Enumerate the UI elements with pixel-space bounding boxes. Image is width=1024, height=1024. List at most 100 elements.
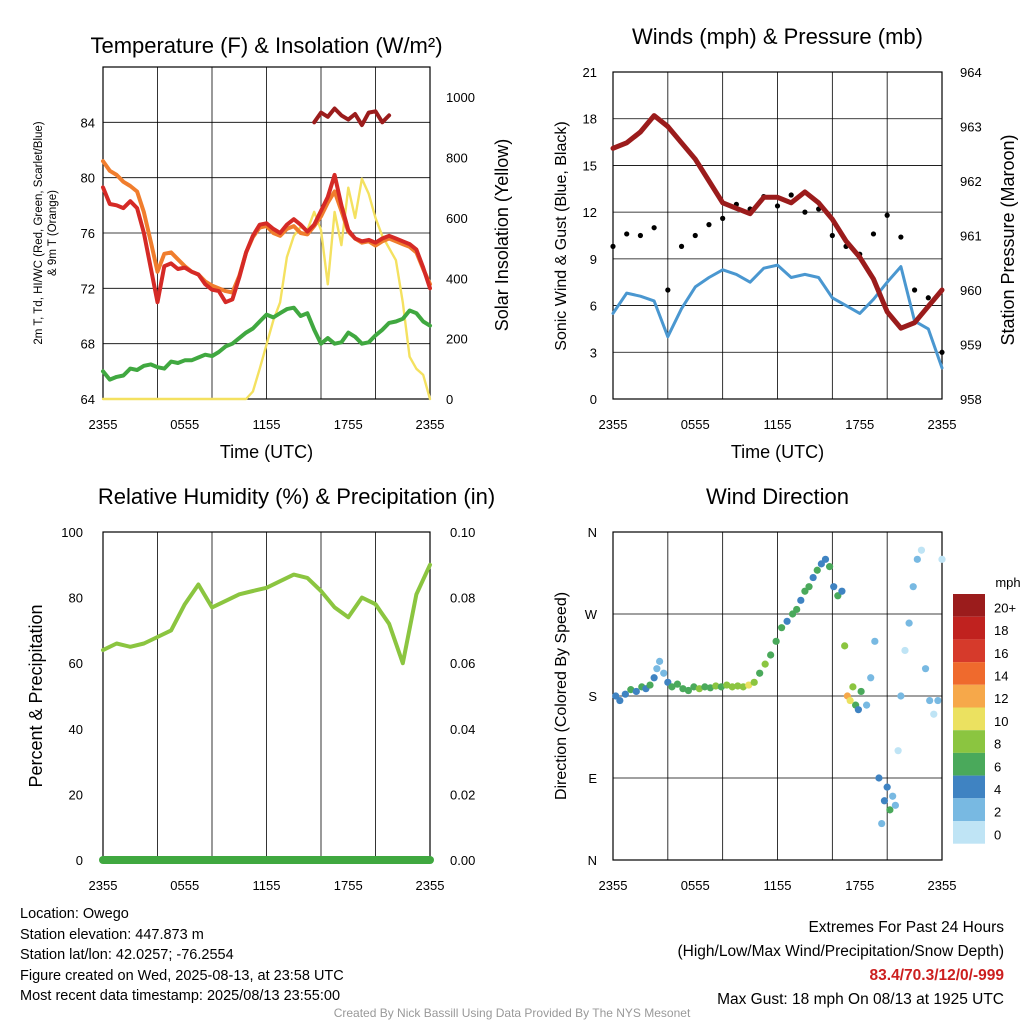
y-tick-label: 84 (81, 115, 95, 130)
series-line-td (101, 305, 432, 382)
panel-2 (610, 71, 945, 400)
y2-tick-label: 961 (960, 229, 982, 244)
direction-point (825, 563, 834, 571)
y-tick-label: 6 (590, 299, 597, 314)
direction-point (684, 686, 692, 695)
direction-point (653, 665, 661, 673)
chart-title: Winds (mph) & Pressure (mb) (632, 24, 923, 49)
gust-point (637, 232, 644, 239)
gust-point (829, 232, 835, 239)
x-tick-label: 2355 (416, 878, 445, 893)
credit-line: Created By Nick Bassill Using Data Provi… (333, 1006, 691, 1020)
direction-point (917, 546, 926, 554)
gust-point (870, 231, 877, 237)
panel-1 (101, 66, 432, 401)
y2-tick-label: 0.06 (450, 656, 475, 671)
x-tick-label: 2355 (89, 878, 118, 893)
y2-axis-label: Solar Insolation (Yellow) (492, 139, 512, 331)
x-axis-label: Time (UTC) (220, 442, 313, 462)
direction-point (650, 674, 658, 682)
colorbar-swatch (953, 662, 985, 685)
direction-point (701, 683, 709, 691)
gust-point (911, 287, 918, 293)
direction-point (767, 651, 775, 659)
y2-tick-label: 964 (960, 65, 982, 80)
direction-point (813, 566, 821, 574)
chart-title: Relative Humidity (%) & Precipitation (i… (98, 484, 495, 509)
direction-point (871, 637, 879, 645)
colorbar-label: 18 (994, 623, 1008, 638)
direction-point (679, 685, 687, 693)
max-gust: Max Gust: 18 mph On 08/13 at 1925 UTC (717, 991, 1004, 1008)
gust-point (610, 243, 616, 249)
colorbar-swatch (953, 798, 985, 821)
extremes-title: Extremes For Past 24 Hours (808, 919, 1004, 936)
x-tick-label: 2355 (416, 417, 445, 432)
direction-point (690, 683, 698, 691)
colorbar-label: 0 (994, 827, 1001, 842)
colorbar-label: 16 (994, 646, 1008, 661)
gust-point (925, 295, 931, 301)
direction-point (772, 637, 780, 645)
direction-point (673, 680, 682, 688)
y-tick-label: N (588, 853, 597, 868)
x-tick-label: 2355 (599, 417, 628, 432)
series-line-2mt (101, 172, 432, 305)
direction-point (867, 674, 875, 682)
x-tick-label: 1155 (253, 417, 281, 432)
figure-created: Figure created on Wed, 2025-08-13, at 23… (20, 967, 344, 984)
direction-point (854, 706, 862, 714)
gust-point (720, 215, 726, 221)
direction-point (886, 806, 894, 814)
direction-point (891, 801, 899, 809)
direction-point (934, 696, 942, 705)
colorbar-swatch (953, 639, 985, 663)
colorbar-swatch (953, 594, 985, 617)
series-line-hi (312, 106, 392, 128)
direction-point (632, 687, 640, 696)
direction-point (646, 681, 654, 689)
direction-point (857, 687, 865, 696)
direction-point (821, 555, 830, 563)
x-tick-label: 1755 (845, 878, 874, 893)
y-tick-label: 3 (590, 345, 597, 360)
y-axis-label-2: & 9m T (Orange) (47, 190, 59, 276)
y-tick-label: 76 (81, 226, 95, 241)
direction-point (668, 683, 676, 691)
panel-4 (612, 531, 946, 861)
y-tick-label: 9 (590, 252, 597, 267)
y-axis-label: Sonic Wind & Gust (Blue, Black) (553, 121, 570, 350)
gust-point (665, 287, 671, 293)
direction-point (938, 555, 946, 563)
direction-point (897, 692, 905, 700)
y2-tick-label: 800 (446, 151, 468, 166)
direction-point (921, 665, 930, 673)
station-location: Location: Owego (20, 906, 129, 922)
y-tick-label: 100 (61, 525, 83, 540)
y2-tick-label: 400 (446, 271, 468, 286)
y2-tick-label: 1000 (446, 90, 475, 105)
y-tick-label: 80 (81, 171, 95, 186)
direction-point (745, 681, 753, 689)
direction-point (728, 683, 736, 691)
y2-tick-label: 0.08 (450, 591, 475, 606)
extremes-values: 83.4/70.3/12/0/-999 (869, 967, 1004, 984)
gust-point (651, 225, 657, 231)
colorbar-swatch (953, 730, 985, 753)
y-tick-label: N (588, 525, 597, 540)
direction-point (905, 619, 913, 627)
gust-point (692, 232, 698, 239)
colorbar-swatch (953, 821, 985, 844)
direction-point (846, 696, 854, 705)
direction-point (805, 583, 813, 591)
direction-point (793, 605, 801, 614)
y2-axis-label: Station Pressure (Maroon) (998, 134, 1018, 345)
direction-point (830, 583, 838, 591)
y2-tick-label: 962 (960, 174, 982, 189)
colorbar-swatch (953, 684, 985, 708)
y2-tick-label: 0.02 (450, 787, 475, 802)
direction-point (926, 696, 934, 705)
y-tick-label: 80 (69, 591, 83, 606)
gust-point (706, 222, 712, 228)
chart-title: Temperature (F) & Insolation (W/m²) (90, 33, 442, 58)
